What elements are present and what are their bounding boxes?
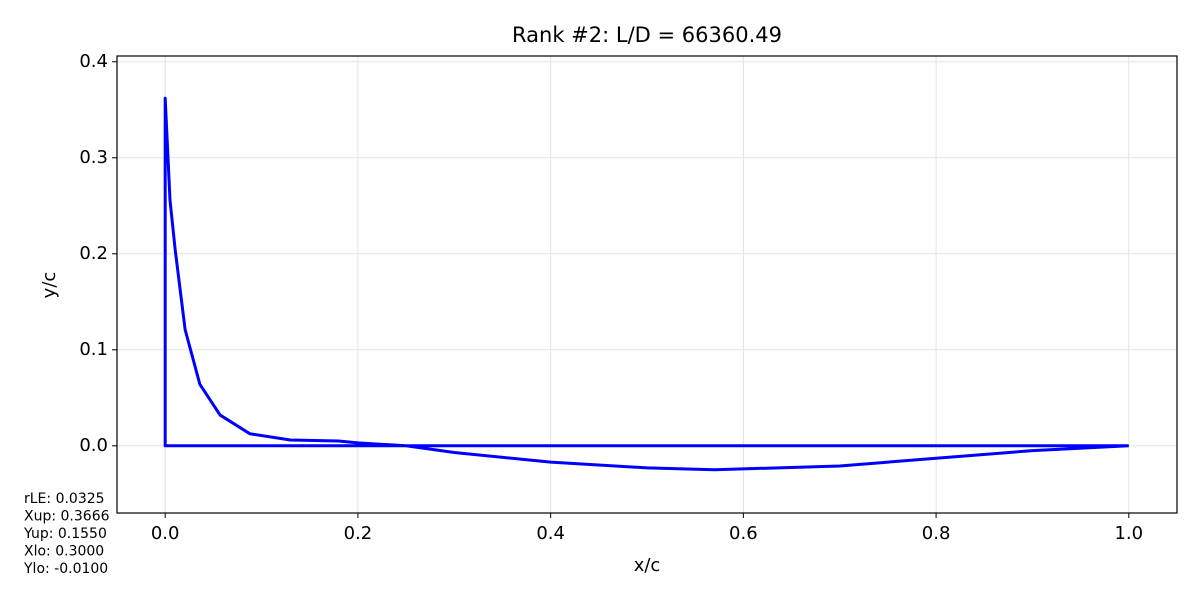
y-tick-label: 0.3 [79, 147, 108, 168]
x-tick-label: 0.8 [922, 523, 951, 544]
x-tick-label: 0.2 [344, 523, 373, 544]
annotation: Xlo: 0.3000 [24, 544, 104, 560]
plot-frame [116, 55, 1178, 514]
chart-title: Rank #2: L/D = 66360.49 [512, 23, 782, 47]
y-tick-label: 0.0 [79, 435, 108, 456]
x-axis-label: x/c [634, 555, 661, 576]
x-tick-label: 0.4 [536, 523, 565, 544]
annotation: Xup: 0.3666 [24, 509, 110, 525]
x-tick-label: 0.0 [151, 523, 180, 544]
series-line [163, 96, 1129, 472]
annotation: rLE: 0.0325 [24, 491, 105, 507]
y-tick-label: 0.4 [79, 51, 108, 72]
annotation: Yup: 0.1550 [23, 526, 107, 542]
x-tick-label: 0.6 [729, 523, 758, 544]
y-tick-label: 0.2 [79, 243, 108, 264]
y-tick-label: 0.1 [79, 339, 108, 360]
x-tick-label: 1.0 [1114, 523, 1143, 544]
y-axis-label: y/c [39, 272, 60, 299]
annotation: Ylo: -0.0100 [23, 561, 108, 577]
